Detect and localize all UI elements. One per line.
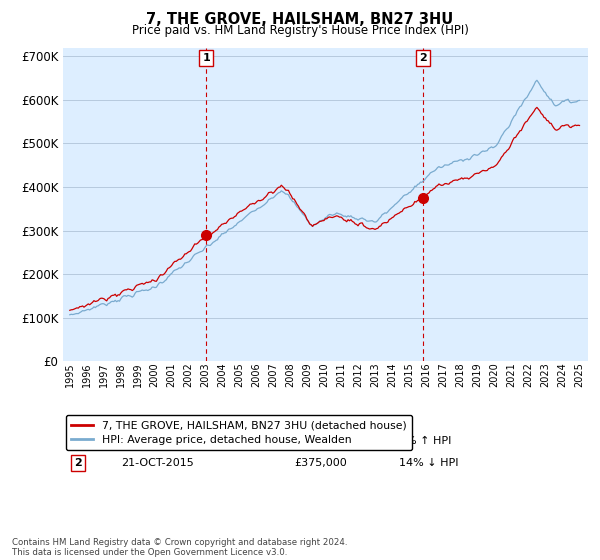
Text: 1: 1 [203,53,210,63]
Text: 14% ↓ HPI: 14% ↓ HPI [399,458,458,468]
Text: 2: 2 [74,458,82,468]
Legend: 7, THE GROVE, HAILSHAM, BN27 3HU (detached house), HPI: Average price, detached : 7, THE GROVE, HAILSHAM, BN27 3HU (detach… [66,415,412,450]
Text: 3% ↑ HPI: 3% ↑ HPI [399,436,451,446]
Text: Contains HM Land Registry data © Crown copyright and database right 2024.
This d: Contains HM Land Registry data © Crown c… [12,538,347,557]
Text: Price paid vs. HM Land Registry's House Price Index (HPI): Price paid vs. HM Land Registry's House … [131,24,469,36]
Text: 09-JAN-2003: 09-JAN-2003 [121,436,191,446]
Text: £290,000: £290,000 [294,436,347,446]
Text: 21-OCT-2015: 21-OCT-2015 [121,458,193,468]
Text: 2: 2 [419,53,427,63]
Text: £375,000: £375,000 [294,458,347,468]
Text: 1: 1 [74,436,82,446]
Text: 7, THE GROVE, HAILSHAM, BN27 3HU: 7, THE GROVE, HAILSHAM, BN27 3HU [146,12,454,27]
